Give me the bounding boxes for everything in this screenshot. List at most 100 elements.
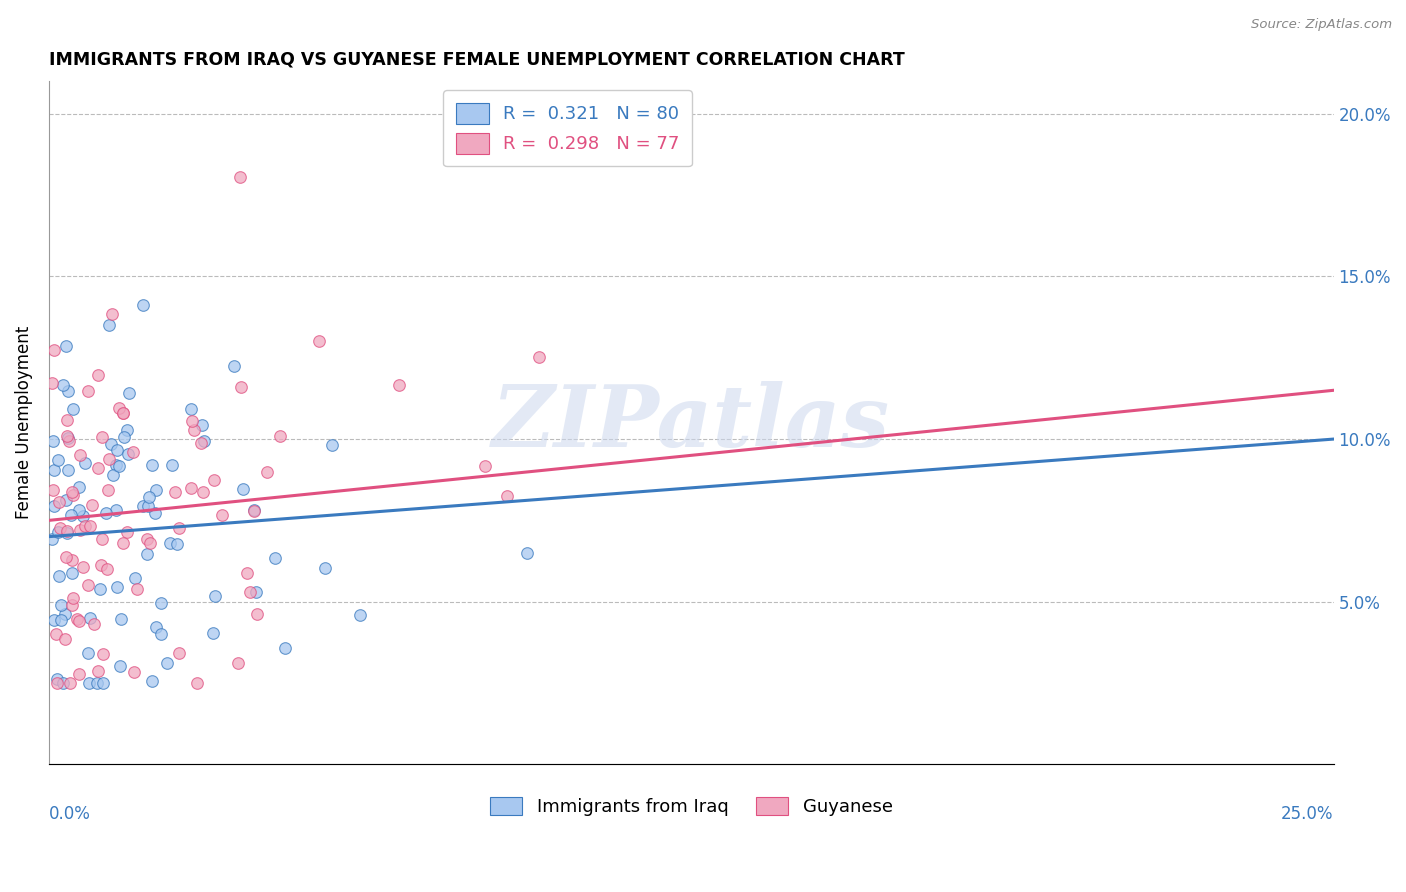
Point bbox=[239, 584, 262, 599]
Point bbox=[77, 384, 100, 398]
Point bbox=[190, 436, 212, 450]
Point bbox=[122, 445, 145, 459]
Point bbox=[112, 406, 135, 420]
Point bbox=[45, 627, 67, 641]
Point bbox=[245, 585, 267, 599]
Point bbox=[100, 437, 122, 451]
Point bbox=[127, 582, 149, 596]
Point bbox=[41, 376, 63, 391]
Point bbox=[264, 550, 287, 565]
Point bbox=[269, 429, 291, 443]
Point bbox=[388, 378, 411, 392]
Point bbox=[101, 307, 124, 321]
Point bbox=[136, 532, 159, 546]
Point bbox=[42, 434, 65, 449]
Point bbox=[49, 613, 72, 627]
Point bbox=[82, 498, 104, 512]
Point bbox=[91, 676, 114, 690]
Point bbox=[83, 617, 105, 632]
Point bbox=[77, 676, 100, 690]
Point bbox=[236, 566, 259, 580]
Point bbox=[86, 460, 108, 475]
Point bbox=[202, 626, 225, 640]
Point bbox=[90, 558, 112, 572]
Text: 0.0%: 0.0% bbox=[49, 805, 91, 823]
Point bbox=[349, 608, 371, 623]
Point bbox=[149, 626, 172, 640]
Point bbox=[118, 386, 141, 401]
Point bbox=[156, 656, 179, 670]
Point bbox=[79, 611, 101, 625]
Point bbox=[229, 380, 252, 394]
Point bbox=[42, 500, 65, 514]
Point bbox=[55, 339, 77, 353]
Point bbox=[122, 665, 145, 679]
Point bbox=[105, 458, 128, 472]
Point bbox=[72, 508, 94, 523]
Point bbox=[77, 646, 100, 660]
Point bbox=[59, 508, 82, 523]
Point bbox=[145, 619, 167, 633]
Point bbox=[183, 423, 205, 437]
Point bbox=[56, 463, 79, 477]
Point bbox=[190, 417, 212, 432]
Point bbox=[180, 481, 202, 495]
Point bbox=[112, 536, 135, 550]
Point bbox=[132, 298, 155, 312]
Point bbox=[58, 384, 80, 398]
Point bbox=[76, 577, 98, 591]
Point bbox=[124, 571, 146, 585]
Point bbox=[527, 351, 550, 365]
Point bbox=[62, 598, 84, 612]
Point bbox=[107, 458, 129, 473]
Point bbox=[242, 503, 264, 517]
Point bbox=[41, 483, 63, 497]
Point bbox=[180, 402, 202, 417]
Point bbox=[66, 612, 89, 626]
Point bbox=[55, 412, 77, 426]
Point bbox=[55, 493, 77, 508]
Point bbox=[87, 368, 110, 382]
Point bbox=[101, 467, 124, 482]
Point bbox=[96, 483, 118, 497]
Point bbox=[67, 480, 90, 494]
Point bbox=[62, 401, 84, 416]
Point bbox=[89, 582, 111, 596]
Point bbox=[96, 562, 118, 576]
Point bbox=[67, 614, 90, 628]
Text: 25.0%: 25.0% bbox=[1281, 805, 1334, 823]
Point bbox=[110, 659, 132, 673]
Point bbox=[62, 591, 84, 606]
Point bbox=[49, 521, 72, 535]
Point bbox=[46, 453, 69, 467]
Point bbox=[186, 676, 208, 690]
Point bbox=[86, 676, 108, 690]
Point bbox=[91, 532, 114, 546]
Point bbox=[48, 495, 70, 509]
Point bbox=[141, 458, 163, 473]
Point bbox=[62, 488, 84, 502]
Point bbox=[67, 502, 90, 516]
Point bbox=[59, 676, 82, 690]
Point bbox=[149, 596, 172, 610]
Point bbox=[181, 414, 204, 428]
Point bbox=[474, 458, 496, 473]
Point bbox=[56, 429, 79, 443]
Point bbox=[321, 438, 343, 452]
Point bbox=[143, 506, 166, 520]
Text: ZIPatlas: ZIPatlas bbox=[492, 381, 890, 465]
Point bbox=[138, 490, 160, 504]
Point bbox=[229, 169, 252, 184]
Point bbox=[98, 452, 121, 467]
Point bbox=[167, 646, 190, 660]
Point bbox=[87, 665, 110, 679]
Point bbox=[115, 423, 138, 437]
Point bbox=[98, 318, 121, 333]
Point bbox=[138, 536, 160, 550]
Point bbox=[224, 359, 246, 373]
Point bbox=[105, 580, 128, 594]
Point bbox=[228, 656, 250, 670]
Point bbox=[56, 524, 79, 539]
Point bbox=[132, 499, 155, 513]
Point bbox=[107, 401, 129, 415]
